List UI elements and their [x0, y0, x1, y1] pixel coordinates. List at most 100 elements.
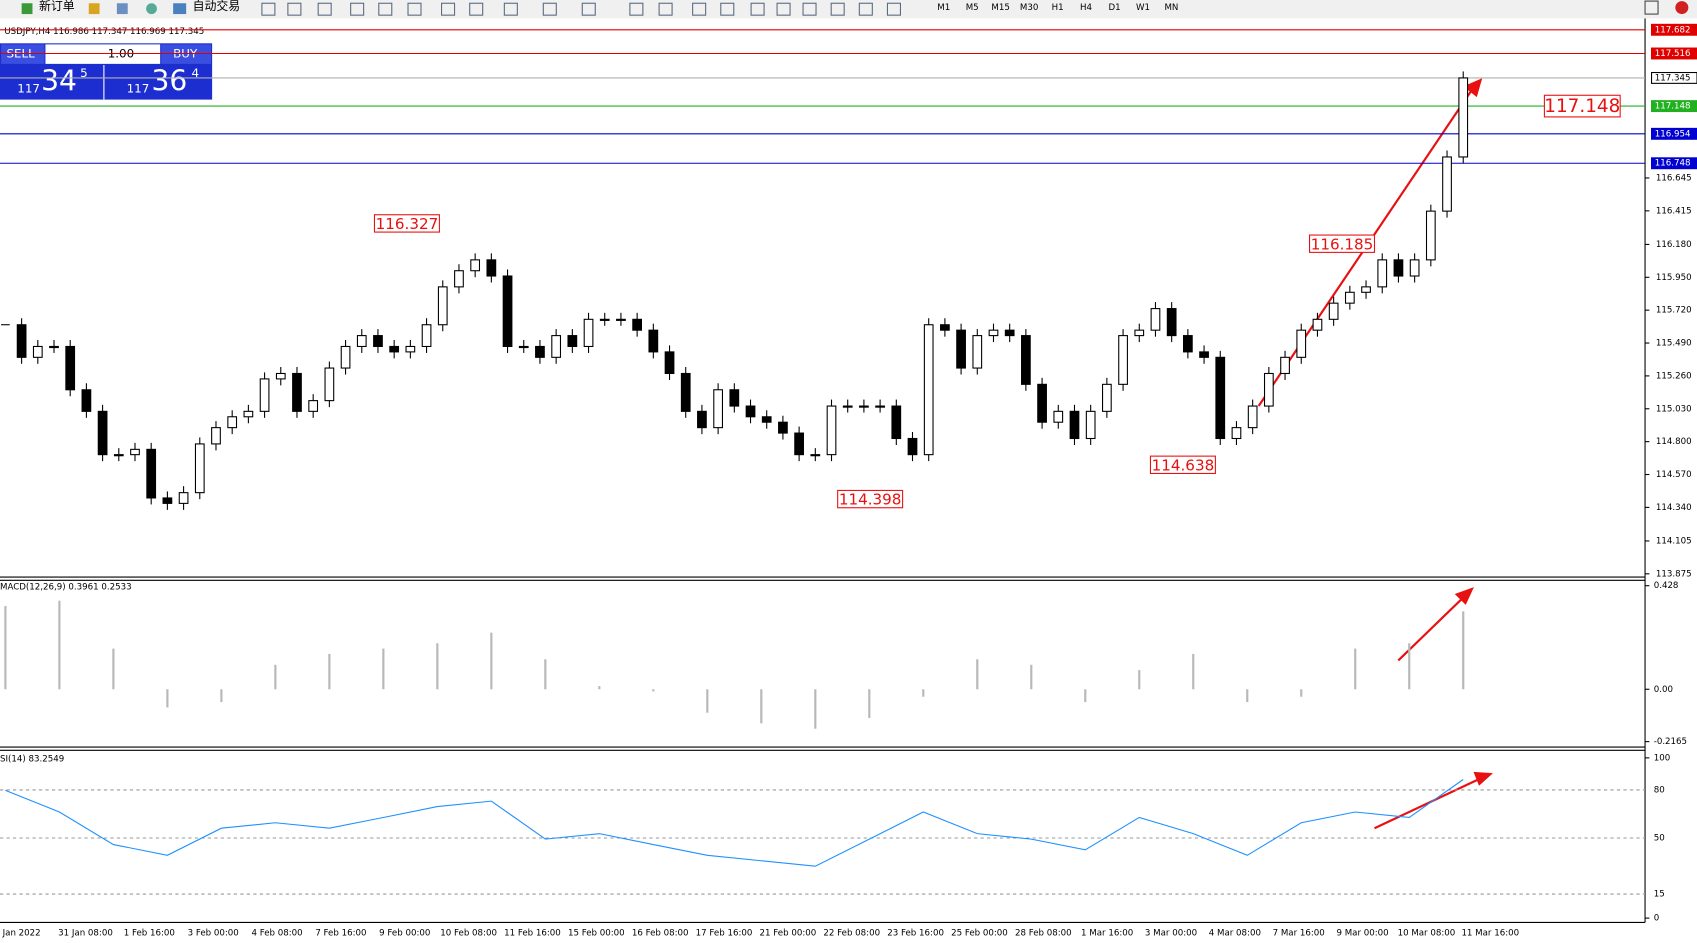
candle — [292, 372, 302, 412]
tool-button[interactable] — [287, 2, 302, 16]
autotrade-icon[interactable] — [173, 3, 187, 15]
tool-button[interactable] — [469, 2, 484, 16]
price-annotation-box — [837, 489, 904, 509]
timeframe-button[interactable]: M15 — [991, 3, 1009, 13]
tool-icon[interactable] — [88, 3, 100, 15]
timeframe-button[interactable]: H4 — [1080, 3, 1092, 13]
trade-panel: SELL 1.00 BUY 117 34 5 117 36 4 — [0, 43, 213, 100]
candle — [130, 448, 140, 456]
x-tick-label: 31 Jan 08:00 — [58, 929, 113, 939]
y-tick-label: 50 — [1654, 833, 1665, 843]
macd-bar — [220, 689, 223, 703]
macd-bar — [976, 659, 979, 690]
candle — [1442, 156, 1452, 212]
y-tick-label: 114.105 — [1656, 536, 1692, 546]
tool-button[interactable] — [441, 2, 456, 16]
macd-bar — [1138, 670, 1141, 690]
candle — [1247, 405, 1258, 429]
tool-button[interactable] — [776, 2, 791, 16]
candle — [1280, 356, 1290, 375]
candle — [49, 345, 59, 349]
candle — [664, 351, 675, 375]
timeframe-button[interactable]: M1 — [937, 3, 950, 13]
tool-button[interactable] — [581, 2, 596, 16]
alert[interactable] — [1675, 1, 1689, 15]
y-tick-label: -0.2165 — [1654, 737, 1687, 747]
macd-bar — [868, 689, 871, 719]
tool-button[interactable] — [658, 2, 673, 16]
candle — [1344, 291, 1355, 304]
macd-bar — [1030, 664, 1033, 690]
tool-button[interactable] — [350, 2, 365, 16]
y-tick-label: 115.950 — [1656, 273, 1692, 283]
autotrade-button[interactable]: 自动交易 — [193, 0, 241, 13]
tool-button[interactable] — [692, 2, 707, 16]
tool-icon[interactable] — [116, 3, 128, 15]
timeframe-button[interactable]: H1 — [1052, 3, 1064, 13]
new-order-icon[interactable] — [21, 3, 33, 15]
candle — [567, 335, 578, 348]
tool-button[interactable] — [317, 2, 332, 16]
y-tick-label: 80 — [1654, 785, 1665, 795]
x-tick-label: Jan 2022 — [2, 929, 41, 939]
y-tick-label: 115.030 — [1656, 404, 1692, 414]
buy-price-main[interactable]: 36 — [152, 64, 188, 97]
macd-bar — [1354, 648, 1357, 690]
candle — [1182, 335, 1193, 353]
tool-button[interactable] — [858, 2, 873, 16]
x-tick-label: 1 Feb 16:00 — [124, 929, 175, 939]
tool-button[interactable] — [886, 2, 901, 16]
price-annotation: 117.148 — [1544, 96, 1620, 117]
volume-field[interactable] — [45, 44, 161, 64]
candle — [826, 405, 837, 456]
tool-button[interactable] — [378, 2, 393, 16]
level-box — [1651, 157, 1697, 170]
timeframe-button[interactable]: W1 — [1136, 3, 1150, 13]
new-order-button[interactable]: 新订单 — [39, 0, 75, 13]
tool-button[interactable] — [830, 2, 845, 16]
tool-button[interactable] — [542, 2, 557, 16]
macd-bar — [814, 689, 817, 729]
macd-bar — [1192, 653, 1195, 690]
timeframe-button[interactable]: MN — [1164, 3, 1178, 13]
sell-price-big[interactable]: 117 — [17, 81, 40, 95]
tool-button[interactable] — [720, 2, 735, 16]
buy-price-small[interactable]: 4 — [192, 66, 200, 80]
timeframe-button[interactable]: M30 — [1020, 3, 1038, 13]
candle — [1425, 210, 1436, 261]
timeframe-button[interactable]: M5 — [966, 3, 979, 13]
tool-button[interactable] — [750, 2, 765, 16]
candle — [616, 318, 626, 321]
buy-price-big[interactable]: 117 — [127, 81, 150, 95]
sell-price-main[interactable]: 34 — [41, 64, 77, 97]
tool-button[interactable] — [503, 2, 518, 16]
sell-button[interactable] — [1, 44, 45, 64]
candle — [1102, 383, 1112, 412]
macd-bar — [652, 689, 655, 692]
timeframe-button[interactable]: D1 — [1108, 3, 1120, 13]
sell-price-small[interactable]: 5 — [80, 66, 88, 80]
candle — [745, 405, 756, 418]
buy-button[interactable] — [161, 44, 212, 64]
macd-bar — [1246, 689, 1249, 703]
y-tick-label: 0 — [1654, 914, 1659, 924]
tool-button[interactable] — [261, 2, 276, 16]
candle — [551, 335, 562, 358]
candle — [1409, 259, 1420, 277]
tool-button[interactable] — [629, 2, 644, 16]
x-tick-label: 15 Feb 00:00 — [568, 929, 625, 939]
tool-button[interactable] — [407, 2, 422, 16]
candle — [697, 410, 707, 429]
timeframes: M1 M5 M15 M30 H1 H4 D1 W1 MN — [937, 3, 1178, 13]
macd-label: MACD(12,26,9) 0.3961 0.2533 — [0, 582, 132, 592]
candle — [259, 378, 270, 412]
x-tick-label: 28 Feb 08:00 — [1015, 929, 1072, 939]
tool-button[interactable] — [802, 2, 817, 16]
macd-bar — [112, 648, 115, 690]
search[interactable] — [1644, 0, 1659, 15]
candle — [1134, 329, 1145, 337]
candle — [1377, 259, 1388, 288]
tool-icon[interactable] — [146, 3, 157, 15]
